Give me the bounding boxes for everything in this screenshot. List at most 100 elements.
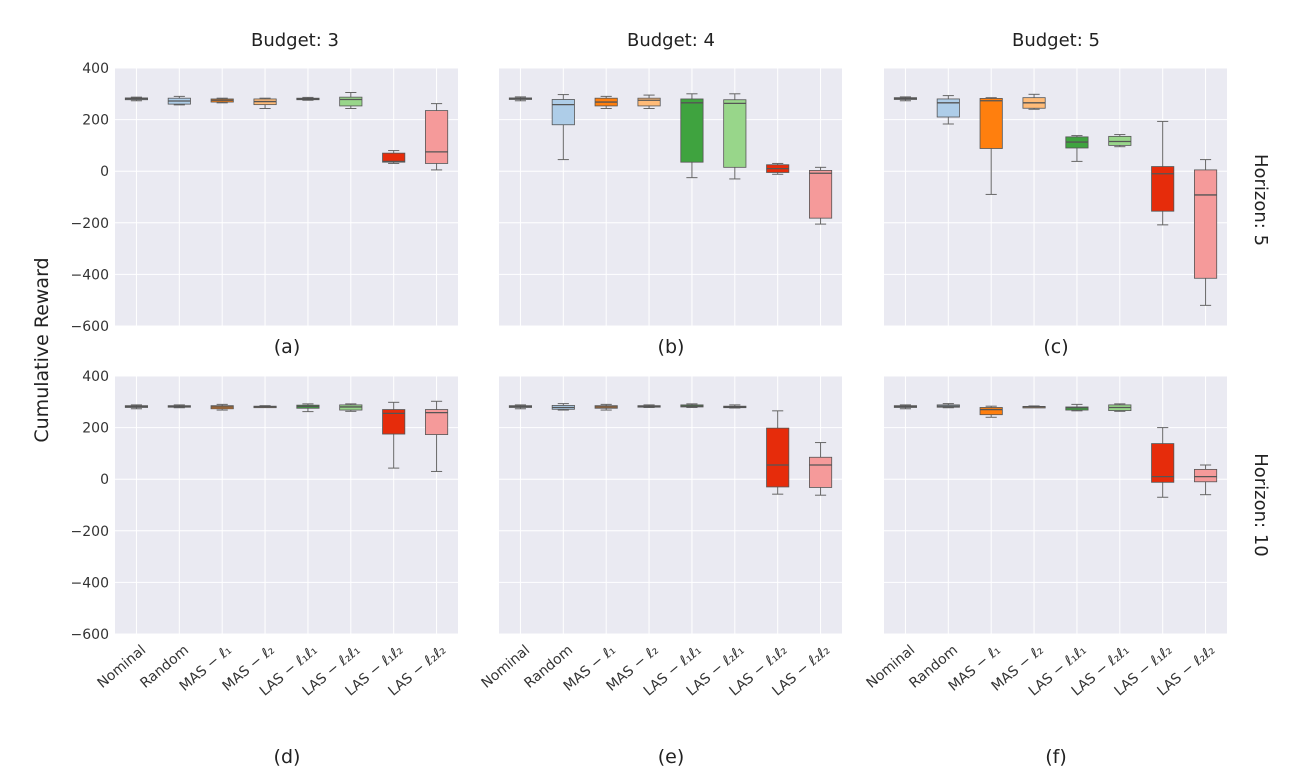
- box-iqr: [979, 407, 1003, 416]
- box-8: [1194, 464, 1218, 496]
- box-2: [167, 95, 191, 106]
- box-5: [1065, 135, 1089, 162]
- box-iqr: [1065, 406, 1089, 411]
- box-5: [296, 403, 320, 413]
- box-5: [1065, 403, 1089, 412]
- panel-label-b: (b): [658, 336, 685, 358]
- box-8: [425, 400, 449, 472]
- box-1: [508, 96, 532, 102]
- box-3: [210, 403, 234, 411]
- box-4: [1022, 93, 1046, 110]
- box-7: [1151, 120, 1175, 226]
- box-iqr: [680, 98, 704, 163]
- box-6: [723, 404, 747, 409]
- box-3: [210, 97, 234, 104]
- box-7: [1151, 427, 1175, 498]
- box-8: [1194, 159, 1218, 306]
- box-3: [979, 97, 1003, 195]
- box-iqr: [637, 97, 661, 107]
- box-3: [594, 95, 618, 110]
- panel-c: [884, 67, 1227, 327]
- row-title-horizon-10: Horizon: 10: [1250, 453, 1271, 557]
- box-7: [766, 162, 790, 175]
- box-iqr: [809, 170, 833, 219]
- box-6: [1108, 134, 1132, 148]
- box-iqr: [723, 99, 747, 168]
- box-iqr: [425, 110, 449, 164]
- box-iqr: [936, 98, 960, 118]
- box-7: [382, 150, 406, 164]
- box-6: [723, 93, 747, 180]
- box-4: [637, 404, 661, 408]
- box-3: [979, 405, 1003, 418]
- y-tick-label: −600: [71, 627, 109, 643]
- y-tick-label: −400: [71, 575, 109, 591]
- column-title-budget-5: Budget: 5: [1012, 30, 1100, 51]
- column-title-budget-3: Budget: 3: [251, 30, 339, 51]
- plot-area: [884, 68, 1227, 326]
- box-4: [253, 97, 277, 110]
- box-iqr: [1194, 169, 1218, 279]
- y-tick-label: 0: [100, 472, 109, 488]
- box-iqr: [809, 456, 833, 488]
- box-iqr: [382, 152, 406, 163]
- box-iqr: [425, 409, 449, 435]
- y-tick-label: −200: [71, 524, 109, 540]
- plot-area: [884, 376, 1227, 634]
- box-8: [425, 103, 449, 171]
- panel-label-e: (e): [658, 746, 685, 768]
- box-1: [124, 404, 148, 410]
- box-5: [680, 93, 704, 179]
- y-tick-label: 200: [82, 113, 109, 129]
- y-tick-label: −200: [71, 216, 109, 232]
- box-5: [296, 96, 320, 101]
- panel-label-d: (d): [274, 746, 301, 768]
- y-tick-label: 400: [82, 61, 109, 77]
- panel-label-f: (f): [1045, 746, 1067, 768]
- box-2: [936, 403, 960, 409]
- box-4: [637, 94, 661, 110]
- box-iqr: [551, 99, 575, 126]
- y-tick-label: 200: [82, 421, 109, 437]
- box-iqr: [1194, 468, 1218, 483]
- box-iqr: [979, 98, 1003, 149]
- box-iqr: [1151, 166, 1175, 212]
- panel-a: −600 −400 −200 0 200 400: [71, 61, 458, 335]
- box-8: [809, 166, 833, 225]
- y-axis-label: Cumulative Reward: [31, 257, 53, 442]
- box-1: [893, 96, 917, 102]
- box-1: [893, 404, 917, 410]
- box-5: [680, 403, 704, 408]
- y-tick-label: 400: [82, 369, 109, 385]
- y-tick-label: −600: [71, 319, 109, 335]
- panel-label-a: (a): [274, 336, 300, 358]
- box-4: [1022, 405, 1046, 409]
- box-2: [936, 95, 960, 125]
- box-2: [551, 94, 575, 161]
- box-iqr: [382, 409, 406, 435]
- box-6: [339, 403, 363, 412]
- column-title-budget-4: Budget: 4: [627, 30, 715, 51]
- plot-area: [115, 68, 458, 326]
- y-tick-label: 0: [100, 164, 109, 180]
- row-title-horizon-5: Horizon: 5: [1250, 154, 1271, 246]
- box-1: [124, 96, 148, 102]
- box-iqr: [339, 96, 363, 107]
- plot-area: [499, 376, 842, 634]
- y-tick-label: −400: [71, 267, 109, 283]
- box-7: [382, 401, 406, 469]
- box-1: [508, 404, 532, 410]
- box-7: [766, 410, 790, 495]
- box-2: [551, 403, 575, 411]
- panel-label-c: (c): [1043, 336, 1068, 358]
- box-6: [1108, 403, 1132, 412]
- panel-b: [499, 67, 842, 327]
- box-iqr: [766, 427, 790, 488]
- box-3: [594, 403, 618, 411]
- plot-area: [115, 376, 458, 634]
- box-iqr: [1151, 443, 1175, 483]
